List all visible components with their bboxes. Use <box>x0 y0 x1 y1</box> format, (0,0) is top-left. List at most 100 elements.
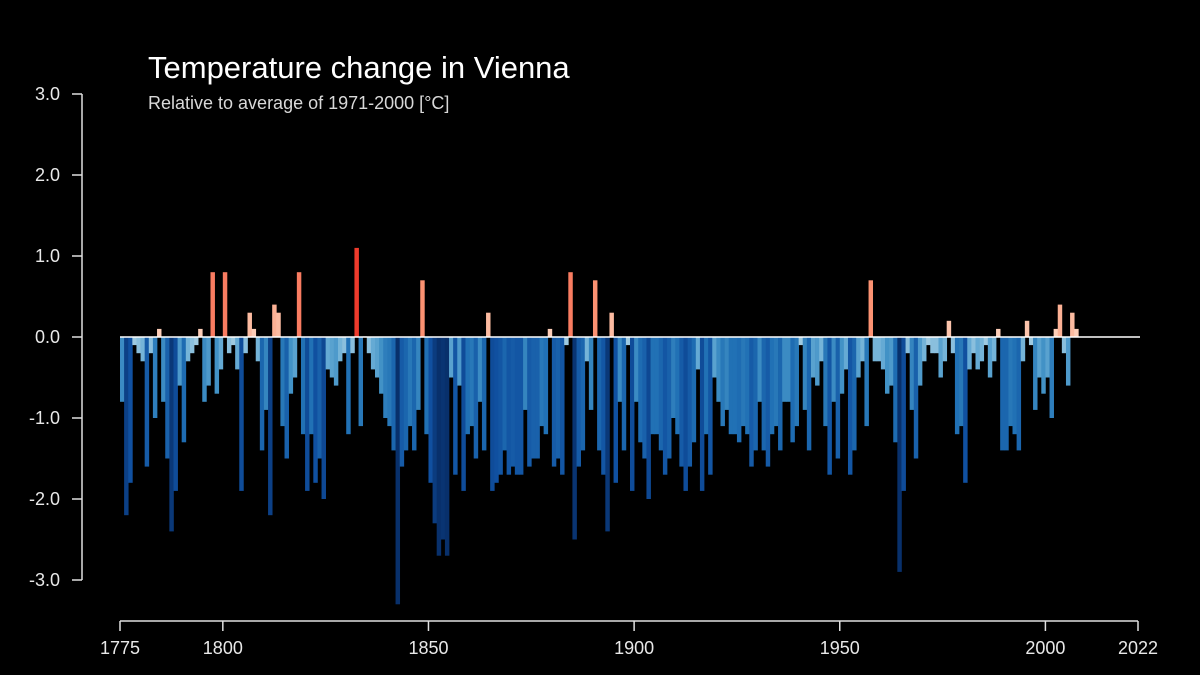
bar-1901 <box>638 337 643 443</box>
bar-1776 <box>124 337 129 516</box>
bar-1961 <box>885 337 890 394</box>
bar-1784 <box>157 328 162 337</box>
bar-1852 <box>436 337 442 556</box>
bar-1927 <box>745 337 750 435</box>
bar-1823 <box>317 337 322 459</box>
bar-1902 <box>642 337 647 459</box>
x-tick-label: 1900 <box>614 638 654 658</box>
bar-1935 <box>778 337 783 451</box>
bar-1817 <box>292 337 298 378</box>
bar-1844 <box>403 337 409 451</box>
bar-2003 <box>1057 304 1063 337</box>
bar-1973 <box>934 337 939 354</box>
bar-1939 <box>794 337 799 427</box>
bar-1941 <box>802 337 808 410</box>
bar-1965 <box>901 337 906 491</box>
bar-1824 <box>321 337 326 499</box>
bar-1907 <box>662 337 668 475</box>
bar-1871 <box>514 337 520 475</box>
bar-1930 <box>757 337 762 402</box>
bar-1879 <box>547 328 553 337</box>
bar-1998 <box>1037 337 1042 378</box>
bar-1887 <box>580 337 586 451</box>
bar-1958 <box>872 337 878 362</box>
bar-1816 <box>288 337 294 394</box>
bar-1805 <box>243 337 248 354</box>
bar-1986 <box>987 337 993 378</box>
bar-1900 <box>634 337 639 402</box>
bar-1858 <box>461 337 466 491</box>
bar-1800 <box>222 272 228 337</box>
bar-1991 <box>1008 337 1013 427</box>
bar-1914 <box>691 337 697 443</box>
bar-1905 <box>654 337 660 435</box>
bar-1888 <box>584 337 590 362</box>
bar-1878 <box>543 337 549 435</box>
bar-1971 <box>926 337 931 346</box>
bar-1886 <box>576 337 581 467</box>
bar-1856 <box>453 337 458 475</box>
x-tick-label: 1950 <box>820 638 860 658</box>
bar-1995 <box>1024 320 1030 337</box>
bar-1959 <box>876 337 882 362</box>
bar-1843 <box>399 337 405 467</box>
bar-1806 <box>247 312 252 337</box>
bar-1828 <box>337 337 343 362</box>
bar-1892 <box>601 337 606 475</box>
bar-1893 <box>605 337 610 532</box>
bar-1993 <box>1016 337 1022 451</box>
bar-1882 <box>560 337 565 475</box>
bar-1821 <box>309 337 314 435</box>
bar-1963 <box>893 337 898 443</box>
bar-1997 <box>1033 337 1038 410</box>
bar-1777 <box>128 337 133 483</box>
bar-1785 <box>161 337 166 402</box>
bar-2000 <box>1045 337 1050 378</box>
bar-1804 <box>239 337 244 491</box>
bar-1870 <box>510 337 516 467</box>
bar-1875 <box>531 337 536 459</box>
chart-title: Temperature change in Vienna <box>148 50 570 85</box>
bar-1853 <box>440 337 446 540</box>
bar-1890 <box>592 280 598 337</box>
bar-1825 <box>325 337 331 370</box>
bar-1830 <box>346 337 351 435</box>
bar-1818 <box>296 272 302 337</box>
bar-1855 <box>449 337 454 378</box>
bar-1970 <box>922 337 927 362</box>
bar-1847 <box>416 337 421 410</box>
x-tick-label: 2022 <box>1118 638 1158 658</box>
bar-2001 <box>1049 337 1054 418</box>
y-tick-label: 3.0 <box>35 84 60 104</box>
bar-1884 <box>568 272 573 337</box>
bar-1876 <box>535 337 540 459</box>
bar-1910 <box>675 337 680 435</box>
bar-1782 <box>148 337 154 354</box>
bar-1840 <box>387 337 392 427</box>
bar-1813 <box>276 312 281 337</box>
bar-1807 <box>251 328 257 337</box>
bar-1976 <box>946 320 952 337</box>
bar-1822 <box>313 337 318 483</box>
bar-1857 <box>457 337 462 386</box>
bar-1794 <box>198 328 203 337</box>
bar-1836 <box>370 337 376 370</box>
bar-1944 <box>815 337 820 386</box>
bar-1947 <box>827 337 832 475</box>
bar-1909 <box>671 337 676 418</box>
x-tick-label: 2000 <box>1025 638 1065 658</box>
bar-1938 <box>790 337 795 443</box>
bar-1903 <box>646 337 651 499</box>
bar-1957 <box>868 280 874 337</box>
bar-1788 <box>173 337 178 491</box>
bar-1783 <box>152 337 158 418</box>
bar-1881 <box>555 337 561 459</box>
bar-2006 <box>1070 312 1075 337</box>
bar-1864 <box>486 312 491 337</box>
bar-1808 <box>255 337 261 362</box>
bar-1845 <box>407 337 413 427</box>
bar-1798 <box>214 337 220 394</box>
x-tick-label: 1850 <box>408 638 448 658</box>
bar-1863 <box>481 337 487 451</box>
y-tick-label: 2.0 <box>35 165 60 185</box>
